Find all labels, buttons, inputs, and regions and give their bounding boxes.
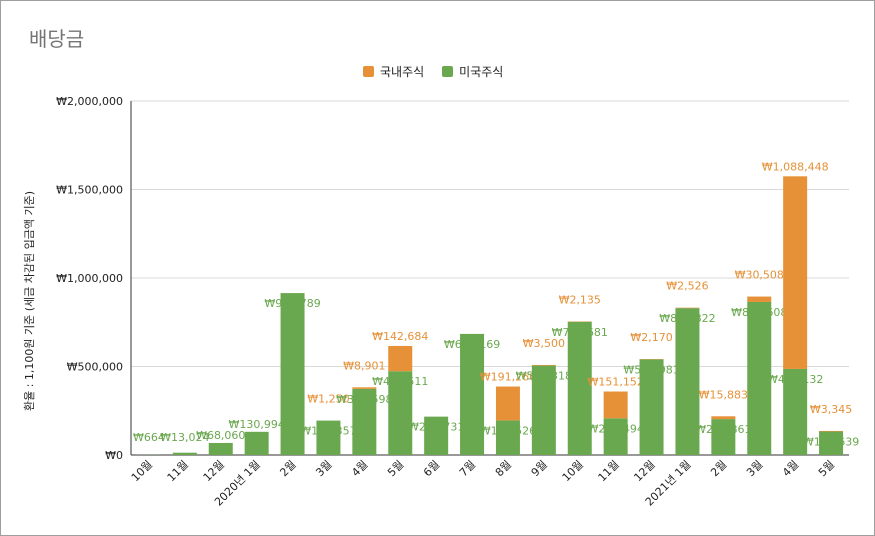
x-tick-label: 12월 [631,458,657,484]
data-label-domestic: ₩2,170 [630,331,672,344]
x-tick-label: 7월 [457,458,478,479]
x-tick-label: 12월 [201,458,227,484]
bar-us [172,452,197,455]
bar-us [603,418,628,455]
bar-domestic [711,416,736,420]
data-label-domestic: ₩30,508 [735,269,784,282]
data-label-us: ₩539,981 [623,363,679,376]
bar-domestic [531,364,556,366]
x-tick-label: 8월 [493,458,514,479]
legend-swatch-domestic [363,66,374,77]
bar-domestic [495,386,520,421]
data-label-us: ₩752,681 [552,326,608,339]
data-label-us: ₩195,526 [480,424,536,437]
bar-us [567,321,592,455]
bar-us [495,420,520,455]
y-tick-label: ₩1,000,000 [56,272,123,285]
data-label-us: ₩914,789 [264,297,320,310]
x-tick-label: 9월 [529,458,550,479]
bar-us [280,293,305,455]
data-label-domestic: ₩2,135 [559,293,601,306]
x-tick-label: 11월 [165,458,191,484]
data-label-domestic: ₩15,883 [699,388,748,401]
y-tick-label: ₩1,500,000 [56,184,123,197]
x-tick-label: 2월 [708,458,729,479]
bar-us [244,431,269,455]
x-tick-label: 11월 [596,458,622,484]
bar-us [819,431,844,455]
bar-us [639,359,664,455]
data-label-us: ₩373,598 [336,393,392,406]
legend-item-domestic[interactable]: 국내주식 [363,63,424,80]
x-tick-label: 3월 [744,458,765,479]
data-label-us: ₩13,024 [160,431,209,444]
chart-title: 배당금 [29,27,85,51]
data-label-us: ₩664 [133,431,165,444]
x-tick-label: 3월 [313,458,334,479]
bar-us [316,420,341,455]
data-label-domestic: ₩2,526 [666,280,708,293]
bar-domestic [352,387,377,389]
data-label-us: ₩864,608 [731,306,787,319]
data-label-us: ₩194,357 [300,425,356,438]
data-label-us: ₩202,861 [695,423,751,436]
legend-swatch-us [442,66,454,77]
legend: 국내주식 미국주식 [363,63,521,80]
data-label-domestic: ₩191,260 [480,371,536,384]
x-tick-label: 6월 [421,458,442,479]
bar-domestic [819,430,844,432]
data-label-us: ₩473,511 [372,375,428,388]
bar-domestic [603,391,628,419]
bar-domestic [388,345,413,372]
bar-us [783,368,808,455]
data-label-us: ₩829,822 [659,312,715,325]
data-label-domestic: ₩151,152 [587,376,643,389]
bar-us [460,333,485,455]
data-label-us: ₩684,169 [444,338,500,351]
legend-label-domestic: 국내주식 [380,65,425,79]
y-tick-label: ₩0 [105,449,123,462]
bar-domestic [747,296,772,302]
bar-us [388,371,413,455]
x-tick-label: 4월 [780,458,801,479]
data-label-domestic: ₩3,500 [523,337,565,350]
data-label-us: ₩130,994 [228,418,284,431]
x-tick-label: 10월 [129,458,155,484]
x-tick-label: 5월 [816,458,837,479]
data-label-us: ₩207,494 [587,422,643,435]
data-label-us: ₩68,060 [196,429,245,442]
x-tick-label: 2월 [277,458,298,479]
data-label-us: ₩132,639 [803,436,859,449]
data-label-us: ₩505,318 [516,370,572,383]
data-label-us: ₩216,731 [408,421,464,434]
x-tick-label: 5월 [385,458,406,479]
data-label-domestic: ₩1,088,448 [762,160,829,173]
bar-us [675,308,700,455]
bar-us [424,416,449,455]
data-label-domestic: ₩8,901 [343,359,385,372]
bar-us [208,442,233,455]
legend-item-us[interactable]: 미국주식 [442,63,503,80]
bar-us [747,301,772,455]
data-label-domestic: ₩142,684 [372,330,428,343]
bar-us [352,388,377,455]
x-tick-label: 10월 [560,458,586,484]
bar-us [531,365,556,455]
data-label-domestic: ₩1,250 [307,393,349,406]
x-tick-label: 4월 [349,458,370,479]
bar-us [711,419,736,455]
y-tick-label: ₩2,000,000 [56,95,123,108]
bar-domestic [783,176,808,369]
data-label-us: ₩486,132 [767,373,823,386]
y-tick-label: ₩500,000 [67,361,123,374]
data-label-domestic: ₩3,345 [810,403,852,416]
legend-label-us: 미국주식 [459,65,504,79]
